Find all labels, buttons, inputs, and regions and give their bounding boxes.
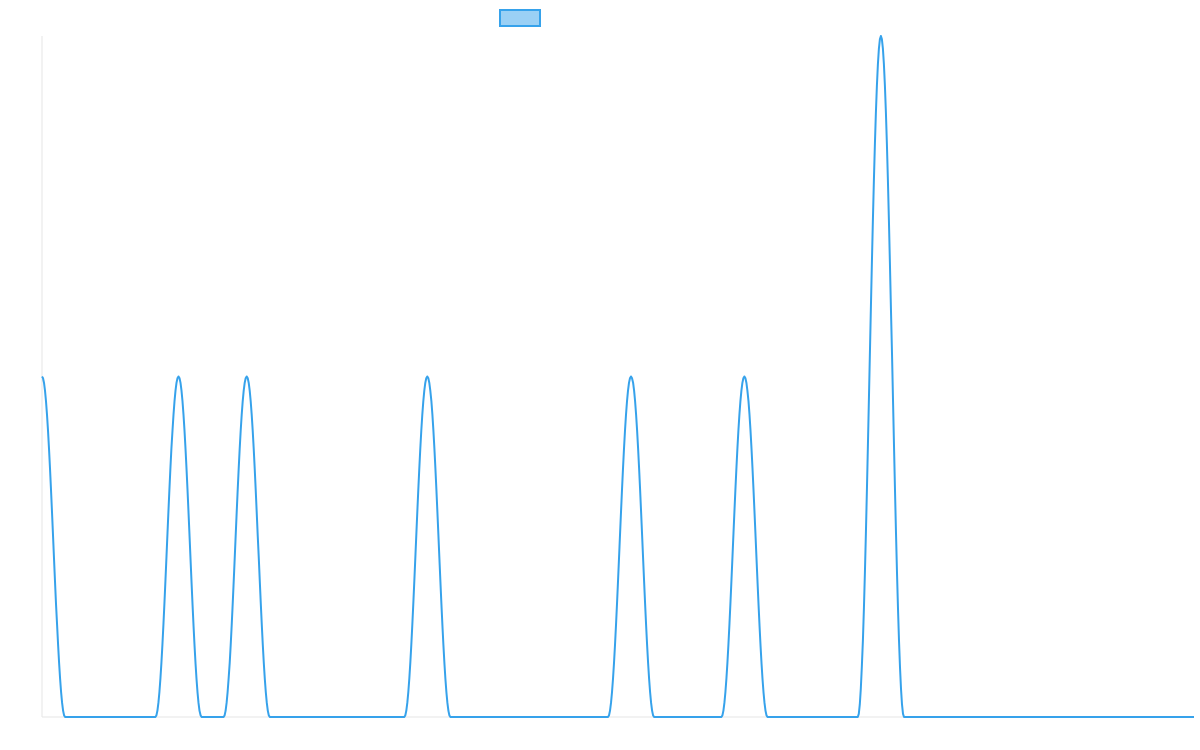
series-line-0 [41,35,1194,718]
series-layer [41,35,1194,718]
legend-swatch[interactable] [499,9,541,27]
